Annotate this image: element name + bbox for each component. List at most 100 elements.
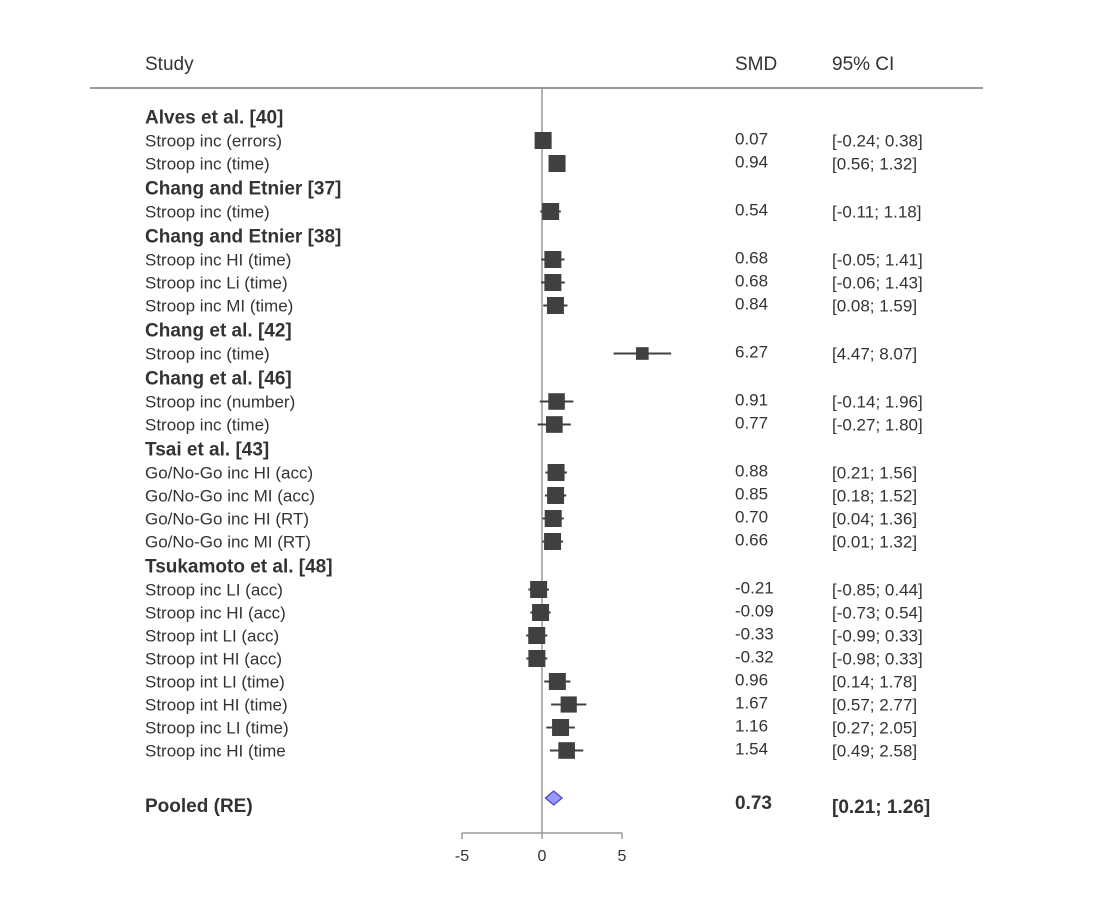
- effect-marker: [528, 650, 546, 667]
- pooled-smd: 0.73: [735, 793, 772, 814]
- effect-marker: [547, 487, 565, 504]
- study-row: Stroop inc (number) 0.91 [-0.14; 1.96]: [145, 391, 923, 412]
- ci-value: [0.01; 1.32]: [832, 533, 917, 552]
- study-label: Stroop inc (time): [145, 416, 270, 435]
- group-label: Chang et al. [42]: [145, 321, 292, 342]
- ci-value: [0.18; 1.52]: [832, 487, 917, 506]
- ci-value: [-0.11; 1.18]: [832, 203, 921, 222]
- study-row: Stroop inc HI (acc) -0.09 [-0.73; 0.54]: [145, 602, 923, 623]
- study-row: Stroop int LI (acc) -0.33 [-0.99; 0.33]: [145, 625, 923, 646]
- header-ci: 95% CI: [832, 54, 894, 75]
- ci-value: [-0.06; 1.43]: [832, 274, 923, 293]
- study-label: Stroop int LI (acc): [145, 627, 279, 646]
- study-label: Go/No-Go inc MI (acc): [145, 487, 315, 506]
- study-row: Stroop inc HI (time) 0.68 [-0.05; 1.41]: [145, 249, 923, 270]
- effect-marker: [548, 155, 566, 172]
- study-label: Stroop inc Li (time): [145, 274, 288, 293]
- smd-value: 1.54: [735, 740, 768, 759]
- smd-value: -0.21: [735, 579, 774, 598]
- pooled-diamond: [544, 790, 564, 806]
- study-row: Stroop inc Li (time) 0.68 [-0.06; 1.43]: [145, 272, 923, 293]
- smd-value: 0.68: [735, 272, 768, 291]
- group-label: Tsukamoto et al. [48]: [145, 557, 333, 578]
- group-label: Alves et al. [40]: [145, 108, 283, 129]
- ci-value: [-0.14; 1.96]: [832, 393, 923, 412]
- smd-value: 0.70: [735, 508, 768, 527]
- study-label: Go/No-Go inc HI (acc): [145, 464, 313, 483]
- study-row: Stroop inc (time) 0.94 [0.56; 1.32]: [145, 153, 917, 174]
- smd-value: -0.33: [735, 625, 774, 644]
- smd-value: 0.94: [735, 153, 768, 172]
- effect-marker: [560, 696, 577, 713]
- ci-value: [-0.27; 1.80]: [832, 416, 923, 435]
- study-row: Stroop int HI (acc) -0.32 [-0.98; 0.33]: [145, 648, 923, 669]
- study-row: Stroop int HI (time) 1.67 [0.57; 2.77]: [145, 694, 917, 715]
- smd-value: 0.88: [735, 462, 768, 481]
- effect-marker: [545, 416, 563, 433]
- group-label: Chang et al. [46]: [145, 369, 292, 390]
- study-row: Stroop inc (errors) 0.07 [-0.24; 0.38]: [145, 130, 923, 151]
- effect-marker: [552, 719, 570, 736]
- header-smd: SMD: [735, 54, 777, 75]
- study-label: Go/No-Go inc MI (RT): [145, 533, 311, 552]
- effect-marker: [534, 132, 552, 149]
- header-study: Study: [145, 54, 194, 75]
- study-row: Stroop inc MI (time) 0.84 [0.08; 1.59]: [145, 295, 917, 316]
- smd-value: 0.77: [735, 414, 768, 433]
- study-label: Stroop inc (number): [145, 393, 295, 412]
- effect-marker: [547, 464, 565, 481]
- effect-marker: [544, 533, 562, 550]
- study-label: Stroop inc LI (time): [145, 719, 289, 738]
- effect-marker: [635, 347, 649, 360]
- study-label: Stroop inc HI (time): [145, 251, 291, 270]
- smd-value: 1.67: [735, 694, 768, 713]
- effect-marker: [546, 297, 564, 314]
- ci-value: [-0.05; 1.41]: [832, 251, 923, 270]
- smd-value: 1.16: [735, 717, 768, 736]
- smd-value: -0.09: [735, 602, 774, 621]
- study-label: Stroop inc MI (time): [145, 297, 293, 316]
- smd-value: 0.91: [735, 391, 768, 410]
- effect-marker: [544, 274, 562, 291]
- study-row: Stroop inc (time) 0.77 [-0.27; 1.80]: [145, 414, 923, 435]
- study-row: Stroop inc (time) 6.27 [4.47; 8.07]: [145, 343, 917, 364]
- smd-value: -0.32: [735, 648, 774, 667]
- study-label: Go/No-Go inc HI (RT): [145, 510, 309, 529]
- study-label: Stroop inc (errors): [145, 132, 282, 151]
- study-row: Stroop inc LI (time) 1.16 [0.27; 2.05]: [145, 717, 917, 738]
- ci-value: [-0.73; 0.54]: [832, 604, 923, 623]
- effect-marker: [544, 510, 562, 527]
- effect-marker: [548, 393, 565, 410]
- axis-layer: -5 0 5: [455, 833, 627, 865]
- effect-marker: [548, 673, 566, 690]
- study-label: Stroop inc (time): [145, 155, 270, 174]
- rows-layer: Alves et al. [40] Stroop inc (errors) 0.07…: [145, 108, 930, 819]
- effect-marker: [532, 604, 550, 621]
- effect-marker: [558, 742, 575, 759]
- study-label: Stroop inc (time): [145, 345, 270, 364]
- study-row: Go/No-Go inc HI (RT) 0.70 [0.04; 1.36]: [145, 508, 917, 529]
- ci-value: [4.47; 8.07]: [832, 345, 917, 364]
- smd-value: 0.85: [735, 485, 768, 504]
- study-label: Stroop int HI (acc): [145, 650, 282, 669]
- ci-value: [-0.85; 0.44]: [832, 581, 923, 600]
- study-label: Stroop inc (time): [145, 203, 270, 222]
- effect-marker: [544, 251, 562, 268]
- smd-value: 6.27: [735, 343, 768, 362]
- x-tick-label: 0: [538, 848, 547, 865]
- smd-value: 0.68: [735, 249, 768, 268]
- smd-value: 0.66: [735, 531, 768, 550]
- ci-value: [0.04; 1.36]: [832, 510, 917, 529]
- study-row: Go/No-Go inc HI (acc) 0.88 [0.21; 1.56]: [145, 462, 917, 483]
- study-label: Stroop inc HI (acc): [145, 604, 286, 623]
- ci-value: [0.49; 2.58]: [832, 742, 917, 761]
- smd-value: 0.54: [735, 201, 768, 220]
- effect-marker: [530, 581, 548, 598]
- study-label: Stroop inc HI (time: [145, 742, 286, 761]
- ci-value: [-0.98; 0.33]: [832, 650, 923, 669]
- ci-value: [0.21; 1.56]: [832, 464, 917, 483]
- group-label: Chang and Etnier [38]: [145, 227, 341, 248]
- x-tick-label: 5: [618, 848, 627, 865]
- study-row: Stroop inc HI (time 1.54 [0.49; 2.58]: [145, 740, 917, 761]
